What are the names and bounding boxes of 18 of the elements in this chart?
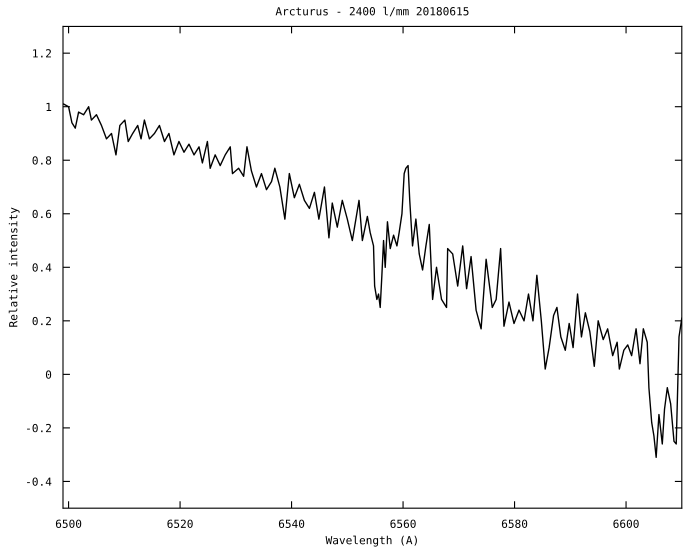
y-tick-label: 0.8: [32, 156, 52, 165]
x-tick-label: 6600: [613, 520, 639, 528]
y-tick-label: 0: [46, 370, 52, 379]
chart-title: Arcturus - 2400 l/mm 20180615: [276, 6, 469, 16]
x-tick-label: 6580: [502, 520, 528, 528]
y-tick-label: 0.6: [32, 210, 52, 218]
x-tick-label: 6520: [167, 520, 193, 528]
y-axis-title: Relative intensity: [8, 208, 20, 327]
x-axis-title: Wavelength (A): [326, 536, 417, 547]
y-tick-label: 1.2: [33, 49, 51, 58]
y-tick-label: -0.4: [27, 477, 52, 486]
y-tick-label: 0.2: [32, 316, 51, 326]
x-tick-label: 6500: [56, 520, 82, 528]
y-tick-label: -0.2: [27, 424, 51, 432]
x-tick-label: 6540: [278, 520, 304, 528]
x-tick-label: 6560: [390, 520, 416, 528]
y-tick-label: 0.4: [32, 263, 52, 272]
y-tick-label: 1: [46, 102, 52, 111]
